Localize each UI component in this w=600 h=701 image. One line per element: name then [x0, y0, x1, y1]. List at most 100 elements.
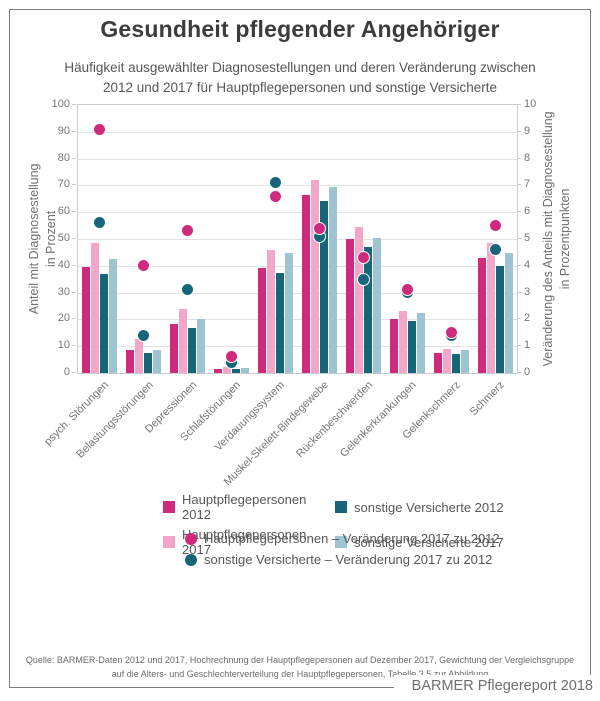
right-axis-tick — [517, 104, 521, 105]
plot-area — [77, 104, 518, 374]
gridline — [78, 346, 517, 348]
bar — [319, 200, 328, 373]
left-axis-tick — [72, 264, 76, 266]
chart-subtitle-line2: 2012 und 2017 für Hauptpflegepersonen un… — [102, 79, 498, 95]
change-dot — [181, 224, 195, 238]
left-axis-tick — [72, 157, 76, 159]
bar — [214, 368, 223, 373]
right-axis-tick — [517, 157, 521, 159]
bar — [442, 348, 451, 373]
right-axis-tick — [517, 130, 521, 132]
right-axis-tick-label: 4 — [524, 258, 531, 271]
right-axis-tick — [517, 264, 521, 266]
report-footer: BARMER Pflegereport 2018 — [393, 675, 593, 697]
bar — [188, 327, 197, 373]
gridline — [78, 265, 517, 267]
bar — [170, 323, 179, 373]
bar — [258, 267, 267, 373]
bar-group-3 — [166, 309, 210, 373]
bar — [495, 265, 504, 373]
bar — [451, 353, 460, 373]
right-axis-tick-label: 8 — [524, 151, 531, 164]
legend-swatch-sv-2017 — [335, 536, 347, 548]
legend-item-hpp-change: Hauptpflegepersonen – Veränderung 2017 z… — [185, 531, 500, 546]
source-note-line1: Quelle: BARMER-Daten 2012 und 2017, Hoch… — [25, 655, 575, 665]
legend-item-sv-2017: sonstige Versicherte 2017 — [335, 527, 504, 557]
left-axis-tick-label: 70 — [57, 178, 70, 191]
bar — [345, 238, 354, 373]
bar — [504, 253, 513, 373]
change-dot — [400, 283, 414, 297]
left-axis-tick — [72, 318, 76, 320]
legend-dot-hpp-change — [185, 532, 197, 545]
left-axis-tick — [72, 211, 76, 213]
bar — [389, 319, 398, 373]
bar — [407, 321, 416, 373]
bar — [153, 349, 162, 373]
legend-item-sv-2012: sonstige Versicherte 2012 — [335, 492, 504, 522]
right-axis-tick — [517, 211, 521, 213]
legend-item-hpp-2017: Hauptpflegepersonen 2017 — [163, 527, 335, 557]
change-dot — [356, 251, 370, 265]
right-axis-tick-label: 9 — [524, 124, 531, 137]
left-axis-tick-label: 90 — [57, 124, 70, 137]
dot-legend: Hauptpflegepersonen – Veränderung 2017 z… — [185, 531, 500, 567]
left-axis-tick-label: 40 — [57, 258, 70, 271]
legend-label: Hauptpflegepersonen 2012 — [182, 492, 307, 522]
bar — [223, 367, 232, 373]
change-dot — [356, 272, 370, 286]
left-axis-tick — [72, 104, 76, 105]
left-axis-tick-label: 0 — [63, 366, 70, 378]
bar — [433, 352, 442, 373]
right-axis-tick — [517, 372, 521, 373]
change-dot — [225, 350, 239, 364]
bar — [363, 247, 372, 373]
left-axis-tick-label: 50 — [57, 232, 70, 244]
right-axis-tick — [517, 291, 521, 293]
bar — [135, 338, 144, 373]
gridline — [78, 239, 517, 240]
chart-subtitle: Häufigkeit ausgewählter Diagnosestellung… — [0, 58, 600, 97]
bar — [276, 272, 285, 373]
right-axis-tick-label: 3 — [524, 285, 531, 298]
right-axis-tick-label: 7 — [524, 178, 531, 191]
left-axis-tick-label: 30 — [57, 285, 70, 298]
left-axis-tick — [72, 291, 76, 293]
left-axis-tick — [72, 130, 76, 132]
left-axis-tick-label: 100 — [51, 98, 70, 110]
bar — [477, 257, 486, 373]
legend-item-hpp-2012: Hauptpflegepersonen 2012 — [163, 492, 335, 522]
bar — [232, 369, 241, 373]
bar — [267, 250, 276, 373]
category-label: Rückenbeschwerden — [293, 379, 375, 461]
bar-group-5 — [254, 250, 298, 373]
change-dot — [93, 216, 107, 230]
right-axis-tick-label: 5 — [524, 232, 531, 244]
gridline — [78, 319, 517, 321]
left-axis-tick — [72, 345, 76, 347]
bar — [197, 319, 206, 373]
right-axis-tick — [517, 184, 521, 186]
left-axis-tick — [72, 238, 76, 239]
legend-label: sonstige Versicherte 2012 — [354, 499, 504, 515]
change-dot — [269, 176, 283, 190]
source-note: Quelle: BARMER-Daten 2012 und 2017, Hoch… — [0, 654, 600, 682]
category-label: Belastungsstörungen — [73, 379, 156, 461]
right-axis-title: Veränderung des Anteils mit Diagnosestel… — [540, 94, 574, 384]
bar — [416, 312, 425, 373]
bar — [179, 309, 188, 373]
right-axis-tick-label: 2 — [524, 312, 531, 325]
bar — [285, 253, 294, 373]
gridline — [78, 131, 517, 133]
bar — [310, 180, 319, 373]
right-axis-title-line2: in Prozentpunkten — [558, 188, 572, 290]
chart-subtitle-line1: Häufigkeit ausgewählter Diagnosestellung… — [64, 60, 536, 75]
right-axis-tick — [517, 318, 521, 320]
source-note-line2: auf die Alters- und Geschlechterverteilu… — [111, 668, 489, 679]
bar — [109, 259, 118, 373]
bar — [328, 187, 337, 373]
bar — [301, 194, 310, 373]
left-axis-tick — [72, 372, 76, 373]
bar — [126, 349, 135, 373]
change-dot — [444, 326, 458, 340]
